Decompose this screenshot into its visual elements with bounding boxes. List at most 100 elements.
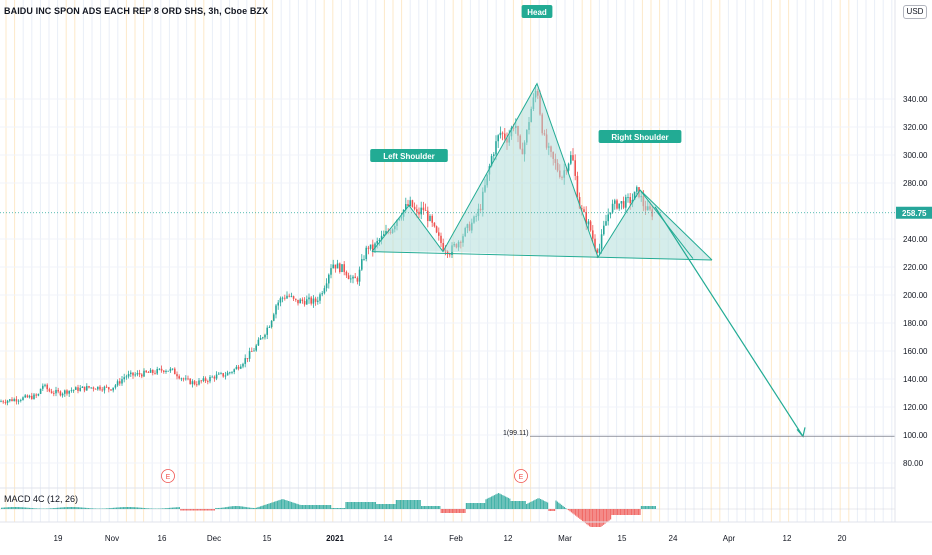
candle	[319, 294, 321, 300]
candle	[495, 141, 497, 154]
macd-bar	[428, 506, 429, 509]
macd-bar	[609, 509, 610, 521]
macd-bar	[194, 509, 195, 511]
macd-bar	[106, 508, 107, 509]
macd-bar	[429, 506, 430, 509]
macd-bar	[480, 503, 481, 509]
macd-bar	[126, 507, 127, 509]
macd-bar	[86, 508, 87, 509]
macd-bar	[323, 505, 324, 509]
time-tick: 19	[54, 534, 63, 543]
macd-bar	[70, 507, 71, 509]
macd-bar	[492, 496, 493, 509]
macd-bar	[485, 499, 486, 509]
macd-bar	[250, 508, 251, 509]
earnings-label: E	[166, 474, 171, 481]
candle	[172, 369, 174, 370]
candle	[266, 328, 268, 335]
macd-bar	[481, 503, 482, 509]
candle	[568, 164, 570, 171]
candle	[317, 301, 319, 302]
candle	[27, 395, 29, 397]
time-tick: 15	[263, 534, 272, 543]
candle	[143, 371, 145, 377]
macd-bar	[600, 509, 601, 527]
candle	[275, 305, 277, 314]
macd-bar	[236, 506, 237, 509]
candle	[29, 396, 31, 397]
candle	[40, 389, 42, 394]
macd-bar	[88, 508, 89, 509]
macd-bar	[208, 509, 209, 511]
macd-bar	[239, 506, 240, 509]
candle	[165, 371, 167, 372]
macd-bar	[631, 509, 632, 515]
macd-bar	[215, 508, 216, 509]
macd-bar	[128, 507, 129, 509]
macd-bar	[526, 504, 527, 509]
candle	[570, 155, 572, 164]
macd-bar	[515, 501, 516, 509]
macd-bar	[232, 506, 233, 509]
macd-bar	[252, 508, 253, 509]
candle	[77, 387, 79, 391]
macd-bar	[527, 503, 528, 509]
macd-bar	[15, 507, 16, 509]
macd-bar	[64, 507, 65, 509]
candle	[88, 386, 90, 388]
macd-bar	[597, 509, 598, 527]
macd-bar	[322, 505, 323, 509]
macd-bar	[65, 507, 66, 509]
price-tick: 220.00	[903, 263, 928, 272]
macd-bar	[16, 507, 17, 509]
macd-bar	[498, 493, 499, 509]
candle	[187, 378, 189, 379]
candle	[361, 259, 363, 270]
candle	[629, 197, 631, 203]
macd-bar	[312, 505, 313, 509]
macd-bar	[226, 507, 227, 509]
macd-bar	[641, 506, 642, 509]
time-tick: Mar	[558, 534, 572, 543]
macd-bar	[483, 503, 484, 509]
candle	[137, 373, 139, 374]
candle	[418, 212, 420, 215]
macd-bar	[511, 501, 512, 509]
candle	[51, 391, 53, 393]
macd-bar	[333, 508, 334, 509]
macd-bar	[614, 509, 615, 515]
macd-bar	[308, 505, 309, 509]
macd-bar	[621, 509, 622, 515]
candle	[11, 399, 13, 401]
macd-bar	[632, 509, 633, 515]
macd-bar	[187, 509, 188, 511]
candle	[574, 160, 576, 176]
macd-bar	[61, 507, 62, 509]
candle	[379, 240, 381, 241]
macd-bar	[198, 509, 199, 511]
candle	[0, 401, 2, 402]
macd-bar	[378, 504, 379, 509]
candle	[363, 259, 365, 260]
macd-bar	[518, 501, 519, 509]
candle	[341, 264, 343, 272]
currency-button[interactable]: USD	[903, 5, 927, 19]
macd-bar	[303, 505, 304, 509]
macd-bar	[26, 508, 27, 509]
macd-bar	[309, 505, 310, 509]
macd-bar	[306, 505, 307, 509]
macd-bar	[630, 509, 631, 515]
candle	[181, 378, 183, 379]
candle	[18, 401, 20, 402]
macd-bar	[165, 508, 166, 509]
candle	[161, 369, 163, 371]
macd-bar	[410, 500, 411, 509]
price-tick: 320.00	[903, 123, 928, 132]
candle	[209, 377, 211, 381]
macd-bar	[610, 509, 611, 519]
candle	[68, 391, 70, 394]
macd-bar	[30, 508, 31, 509]
macd-bar	[162, 508, 163, 509]
